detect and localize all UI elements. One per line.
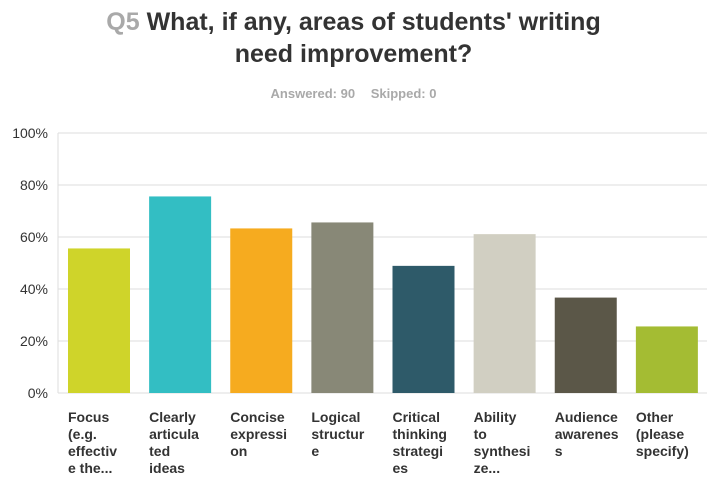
x-category-label: Audience awarenes s: [554, 409, 619, 459]
question-text-line2: need improvement?: [234, 40, 473, 68]
bar: [68, 248, 130, 393]
bar: [392, 265, 455, 393]
skipped-count: Skipped: 0: [370, 86, 437, 101]
x-category-label: Focus (e.g. effectiv e the...: [68, 409, 118, 476]
x-category-label: Concise expressi on: [230, 409, 288, 459]
x-category-label: Other (please specify): [635, 409, 689, 459]
bar: [230, 228, 293, 393]
bar: [473, 234, 536, 393]
y-tick-label: 0%: [28, 385, 48, 401]
x-category-label: Critical thinking strategi es: [392, 409, 447, 476]
y-tick-label: 20%: [20, 333, 48, 349]
y-tick-label: 100%: [12, 125, 48, 141]
y-tick-label: 40%: [20, 281, 48, 297]
question-number: Q5: [106, 8, 140, 36]
x-category-label: Clearly articula ted ideas: [149, 409, 199, 476]
question-text-line1: What, if any, areas of students' writing: [146, 8, 601, 36]
question-title: Q5 What, if any, areas of students' writ…: [0, 6, 707, 70]
response-stats: Answered: 90 Skipped: 0: [0, 86, 707, 101]
x-category-label: Ability to synthesi ze...: [473, 409, 531, 476]
bar: [149, 196, 212, 393]
bar: [554, 297, 617, 393]
x-category-label: Logical structur e: [311, 409, 365, 459]
bar: [311, 222, 374, 393]
y-tick-label: 60%: [20, 229, 48, 245]
answered-count: Answered: 90: [270, 86, 356, 101]
y-tick-label: 80%: [20, 177, 48, 193]
bar: [635, 326, 698, 393]
